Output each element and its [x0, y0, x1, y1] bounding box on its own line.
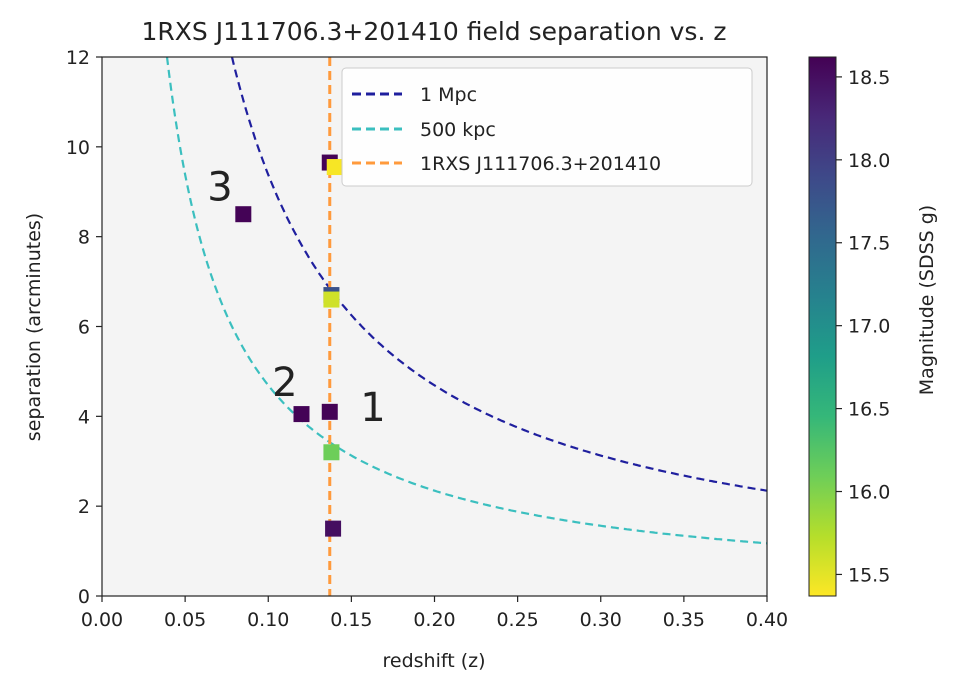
- y-tick-label: 6: [78, 317, 90, 339]
- legend-box: [341, 67, 753, 187]
- colorbar-tick-label: 18.0: [848, 150, 890, 172]
- x-tick-label: 0.20: [413, 609, 455, 631]
- colorbar-tick-label: 16.5: [848, 399, 890, 421]
- legend-label-500-kpc: 500 kpc: [420, 119, 496, 141]
- x-tick-label: 0.15: [330, 609, 372, 631]
- data-points: [235, 154, 343, 537]
- x-tick-label: 0.05: [164, 609, 206, 631]
- colorbar-tick-label: 15.5: [848, 564, 890, 586]
- curve-1-mpc: [230, 56, 768, 492]
- legend-label-source: 1RXS J111706.3+201410: [420, 153, 661, 175]
- x-tick-label: 0.10: [247, 609, 289, 631]
- x-axis-ticks: 0.00 0.05 0.10 0.15 0.20 0.25 0.30 0.35 0.40: [81, 596, 788, 631]
- y-tick-label: 12: [66, 47, 90, 69]
- chart-legend: 1 Mpc 500 kpc 1RXS J111706.3+201410: [341, 67, 753, 187]
- point-annotations: 3 2 1: [207, 165, 385, 431]
- y-tick-label: 4: [78, 406, 90, 428]
- reference-curves: [165, 56, 768, 596]
- data-point: [235, 206, 252, 223]
- y-tick-label: 2: [78, 496, 90, 518]
- data-point: [293, 406, 310, 423]
- y-axis-ticks: 0 2 4 6 8 10 12: [66, 47, 102, 608]
- colorbar-ticks: 15.5 16.0 16.5 17.0 17.5 18.0 18.5: [836, 67, 890, 586]
- colorbar-tick-label: 17.5: [848, 233, 890, 255]
- point-annotation: 2: [272, 360, 297, 406]
- x-tick-label: 0.35: [663, 609, 705, 631]
- colorbar: [808, 56, 837, 597]
- point-annotation: 1: [360, 385, 385, 431]
- x-axis-label: redshift (z): [382, 650, 485, 672]
- legend-label-1-mpc: 1 Mpc: [420, 84, 477, 106]
- y-axis-label: separation (arcminutes): [23, 213, 45, 441]
- x-tick-label: 0.40: [746, 609, 788, 631]
- y-tick-label: 10: [66, 137, 90, 159]
- colorbar-label: Magnitude (SDSS g): [916, 205, 938, 395]
- data-point: [326, 159, 343, 176]
- data-point: [323, 444, 340, 461]
- x-tick-label: 0.00: [81, 609, 123, 631]
- point-annotation: 3: [207, 165, 232, 211]
- y-tick-label: 0: [78, 586, 90, 608]
- chart-title: 1RXS J111706.3+201410 field separation v…: [142, 17, 727, 46]
- colorbar-tick-label: 18.5: [848, 67, 890, 89]
- colorbar-tick-label: 17.0: [848, 316, 890, 338]
- data-point: [323, 291, 340, 308]
- curve-500-kpc: [165, 56, 768, 545]
- x-tick-label: 0.25: [496, 609, 538, 631]
- x-tick-label: 0.30: [580, 609, 622, 631]
- colorbar-tick-label: 16.0: [848, 482, 890, 504]
- data-point: [321, 403, 338, 420]
- y-tick-label: 8: [78, 227, 90, 249]
- data-point: [325, 520, 342, 537]
